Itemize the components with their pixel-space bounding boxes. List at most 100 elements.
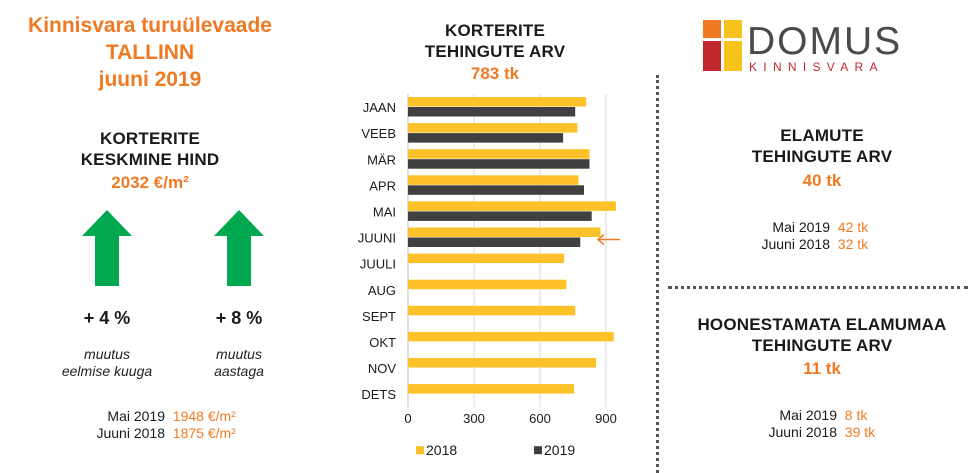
x-tick-label: 900 [595, 411, 617, 426]
land-heading-line-1: HOONESTAMATA ELAMUMAA [697, 315, 947, 334]
compare-label: Juuni 2018 [761, 236, 830, 252]
apartments-heading: KORTERITE TEHINGUTE ARV [380, 20, 610, 62]
avg-price-heading: KORTERITE KESKMINE HIND [30, 128, 270, 170]
compare-label: Juuni 2018 [96, 425, 165, 441]
houses-compare-row: Juuni 2018 32 tk [672, 236, 972, 253]
category-label: OKT [369, 335, 396, 350]
change-month-label: muutus eelmise kuuga [47, 346, 167, 380]
bar-2018 [408, 201, 616, 211]
change-year-label-line-1: muutus [216, 346, 262, 362]
houses-heading: ELAMUTE TEHINGUTE ARV [672, 125, 972, 167]
compare-label: Mai 2019 [779, 407, 837, 423]
apartments-heading-line-1: KORTERITE [444, 21, 546, 40]
avg-price-heading-line-1: KORTERITE [99, 129, 201, 148]
logo-square-orange [703, 20, 721, 38]
avg-price-compare-row: Juuni 2018 1875 €/m² [60, 425, 300, 442]
compare-label: Mai 2019 [107, 408, 165, 424]
compare-value: 32 tk [837, 236, 869, 252]
apartments-bar-chart: JAAN VEEB MÄR APR MAI JUUNI JUULI AUG SEPT OKT NOV… [358, 94, 620, 458]
x-tick-label: 0 [404, 411, 411, 426]
bar-2018 [408, 279, 567, 290]
highlight-arrowhead-icon [596, 233, 605, 246]
category-label: JAAN [363, 100, 396, 115]
bar-2019 [408, 237, 581, 247]
bar-2019 [408, 211, 592, 221]
avg-price-compare-row: Mai 2019 1948 €/m² [60, 408, 300, 425]
page-title: Kinnisvara turuülevaade TALLINN juuni 20… [0, 12, 300, 93]
change-month-value: + 4 % [83, 308, 131, 328]
compare-value: 1948 €/m² [172, 408, 236, 424]
logo-name: DOMUS [747, 20, 902, 63]
x-tick-label: 600 [529, 411, 551, 426]
bar-2019 [408, 185, 584, 195]
title-line-3: juuni 2019 [98, 68, 202, 91]
compare-value: 42 tk [837, 219, 869, 235]
bar-2018 [408, 149, 590, 159]
bar-2018 [408, 123, 578, 133]
houses-heading-line-2: TEHINGUTE ARV [751, 147, 893, 166]
land-compare: Mai 2019 8 tk Juuni 2018 39 tk [672, 407, 972, 441]
compare-label: Juuni 2018 [768, 424, 837, 440]
category-label: SEPT [362, 309, 396, 324]
category-label: APR [369, 178, 396, 193]
houses-heading-line-1: ELAMUTE [780, 126, 864, 145]
avg-price-heading-line-2: KESKMINE HIND [80, 150, 220, 169]
compare-value: 39 tk [844, 424, 876, 440]
bar-2019 [408, 133, 564, 143]
compare-label: Mai 2019 [772, 219, 830, 235]
category-label: JUULI [360, 257, 396, 272]
category-label: MÄR [367, 152, 396, 167]
apartments-value: 783 tk [470, 64, 520, 83]
domus-logo: DOMUS KINNISVARA [703, 20, 902, 74]
change-year-label-line-2: aastaga [214, 363, 264, 379]
category-label: NOV [368, 361, 397, 376]
bar-2018 [408, 358, 597, 368]
bar-2018 [408, 384, 575, 394]
title-line-1: Kinnisvara turuülevaade [28, 14, 272, 37]
logo-square-red [703, 41, 721, 71]
bar-2018 [408, 305, 576, 316]
avg-price-compare: Mai 2019 1948 €/m² Juuni 2018 1875 €/m² [60, 408, 300, 442]
category-label: DETS [361, 387, 396, 402]
logo-sub: KINNISVARA [749, 60, 884, 74]
houses-value: 40 tk [802, 171, 842, 190]
change-year-value: + 8 % [215, 308, 263, 328]
land-heading: HOONESTAMATA ELAMUMAA TEHINGUTE ARV [672, 314, 972, 356]
category-label: JUUNI [358, 231, 396, 246]
land-compare-row: Mai 2019 8 tk [672, 407, 972, 424]
change-month-label-line-1: muutus [84, 346, 130, 362]
bar-2018 [408, 253, 565, 264]
bar-2018 [408, 331, 614, 342]
legend-swatch-2018 [416, 446, 424, 455]
change-month-label-line-2: eelmise kuuga [61, 363, 153, 379]
title-line-2: TALLINN [105, 41, 195, 64]
logo-square-yellow [724, 20, 742, 38]
apartments-heading-line-2: TEHINGUTE ARV [424, 42, 566, 61]
bar-2019 [408, 107, 576, 117]
separator-horizontal [668, 286, 968, 289]
category-label: AUG [368, 283, 396, 298]
arrow-up-month-icon [82, 210, 132, 286]
land-value: 11 tk [803, 359, 841, 378]
category-label: VEEB [361, 126, 396, 141]
arrow-up-year-icon [214, 210, 264, 286]
logo-square-yellow-2 [724, 41, 742, 71]
bar-2019 [408, 159, 590, 169]
compare-value: 1875 €/m² [172, 425, 236, 441]
compare-value: 8 tk [844, 407, 868, 423]
change-year-label: muutus aastaga [179, 346, 299, 380]
land-compare-row: Juuni 2018 39 tk [672, 424, 972, 441]
bar-2018 [408, 97, 587, 107]
legend-label: 2018 [426, 442, 457, 458]
legend-label: 2019 [544, 442, 575, 458]
x-tick-label: 300 [463, 411, 485, 426]
avg-price-value: 2032 €/m² [111, 173, 189, 192]
legend-swatch-2019 [534, 446, 542, 455]
houses-compare: Mai 2019 42 tk Juuni 2018 32 tk [672, 219, 972, 253]
land-heading-line-2: TEHINGUTE ARV [751, 336, 893, 355]
separator-vertical [656, 75, 659, 473]
houses-compare-row: Mai 2019 42 tk [672, 219, 972, 236]
bar-2018 [408, 175, 579, 185]
category-label: MAI [373, 204, 396, 219]
bar-2018 [408, 227, 601, 237]
